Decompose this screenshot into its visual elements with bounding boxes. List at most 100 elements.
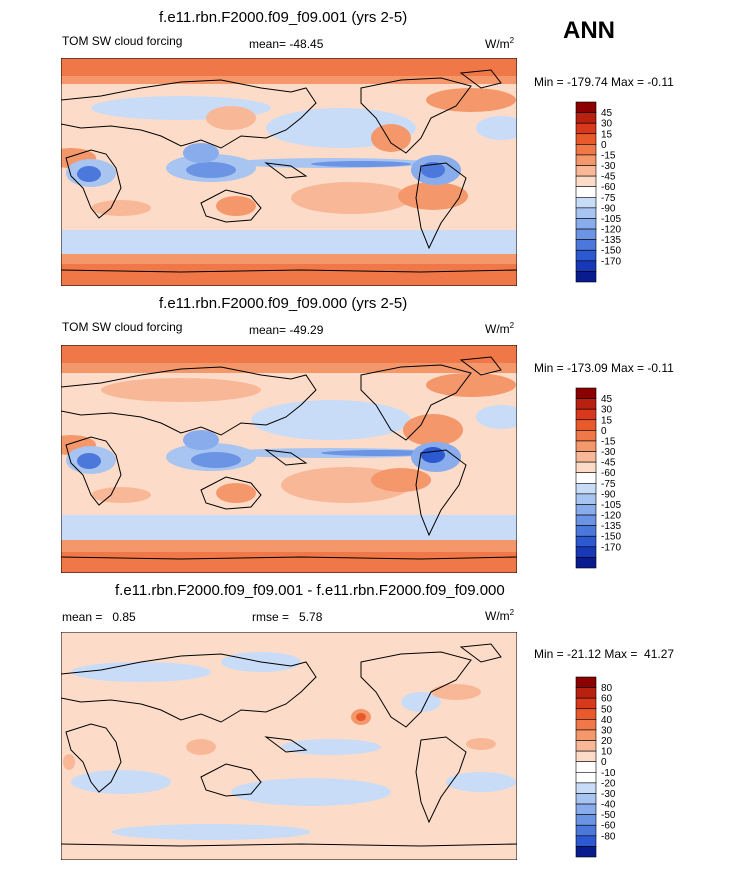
colorbar-swatch bbox=[575, 750, 597, 763]
colorbar-swatch bbox=[575, 676, 597, 688]
panel-2-colorbar-labels: 4530150-15-30-45-60-75-90-105-120-135-15… bbox=[601, 394, 621, 553]
colorbar-tick-label: 0 bbox=[601, 140, 607, 151]
colorbar-swatch bbox=[575, 430, 597, 442]
colorbar-swatch bbox=[575, 803, 597, 815]
colorbar-tick-label: -60 bbox=[601, 468, 616, 479]
colorbar-swatch bbox=[575, 514, 597, 526]
colorbar-tick-label: -170 bbox=[601, 542, 621, 553]
colorbar-tick-label: -45 bbox=[601, 172, 616, 183]
panel-1-colorbar-swatches bbox=[575, 101, 597, 283]
colorbar-swatch bbox=[575, 535, 597, 548]
colorbar-tick-label: -10 bbox=[601, 768, 616, 779]
panel-1-units-label: W/m2 bbox=[485, 36, 515, 51]
colorbar-tick-label: -15 bbox=[601, 150, 616, 161]
colorbar-tick-label: 60 bbox=[601, 694, 613, 705]
panel-3-rmse-label: rmse = 5.78 bbox=[252, 610, 323, 624]
colorbar-swatch bbox=[575, 740, 597, 752]
panel-3-mean-label: mean = 0.85 bbox=[62, 610, 136, 624]
panel-2-variable-label: TOM SW cloud forcing bbox=[62, 320, 183, 334]
colorbar-tick-label: -150 bbox=[601, 532, 621, 543]
panel-3-colorbar-swatches bbox=[575, 676, 597, 858]
colorbar-swatch bbox=[575, 144, 597, 156]
colorbar-tick-label: -40 bbox=[601, 800, 616, 811]
colorbar-swatch bbox=[575, 387, 597, 399]
panel-1-colorbar: 4530150-15-30-45-60-75-90-105-120-135-15… bbox=[575, 101, 621, 283]
panel-2-map bbox=[61, 345, 517, 573]
colorbar-tick-label: -135 bbox=[601, 521, 621, 532]
colorbar-swatch bbox=[575, 207, 597, 219]
colorbar-swatch bbox=[575, 708, 597, 720]
colorbar-tick-label: -60 bbox=[601, 182, 616, 193]
colorbar-swatch bbox=[575, 196, 597, 209]
colorbar-swatch bbox=[575, 249, 597, 262]
panel-1-minmax-label: Min = -179.74 Max = -0.11 bbox=[534, 75, 674, 89]
colorbar-swatch bbox=[575, 493, 597, 505]
panel-1-mean-label: mean= -48.45 bbox=[249, 37, 324, 51]
panel-1-map bbox=[61, 58, 517, 286]
colorbar-swatch bbox=[575, 697, 597, 710]
colorbar-tick-label: -60 bbox=[601, 821, 616, 832]
colorbar-swatch bbox=[575, 451, 597, 463]
colorbar-swatch bbox=[575, 472, 597, 484]
colorbar-tick-label: -105 bbox=[601, 500, 621, 511]
colorbar-tick-label: -45 bbox=[601, 458, 616, 469]
colorbar-tick-label: 30 bbox=[601, 725, 613, 736]
colorbar-swatch bbox=[575, 112, 597, 124]
colorbar-tick-label: 30 bbox=[601, 405, 613, 416]
colorbar-swatch bbox=[575, 782, 597, 794]
colorbar-tick-label: 45 bbox=[601, 394, 613, 405]
colorbar-swatch bbox=[575, 793, 597, 805]
colorbar-tick-label: -170 bbox=[601, 256, 621, 267]
panel-3-title: f.e11.rbn.F2000.f09_f09.001 - f.e11.rbn.… bbox=[115, 582, 505, 599]
colorbar-swatch bbox=[575, 846, 597, 858]
colorbar-tick-label: 15 bbox=[601, 129, 613, 140]
colorbar-swatch bbox=[575, 729, 597, 741]
colorbar-swatch bbox=[575, 835, 597, 847]
panel-2-units-label: W/m2 bbox=[485, 321, 515, 336]
colorbar-swatch bbox=[575, 824, 597, 837]
colorbar-swatch bbox=[575, 271, 597, 283]
colorbar-tick-label: 50 bbox=[601, 704, 613, 715]
colorbar-swatch bbox=[575, 408, 597, 421]
colorbar-tick-label: -50 bbox=[601, 810, 616, 821]
colorbar-tick-label: -120 bbox=[601, 225, 621, 236]
panel-3-units-label: W/m2 bbox=[485, 608, 515, 623]
colorbar-tick-label: 80 bbox=[601, 683, 613, 694]
colorbar-tick-label: -30 bbox=[601, 447, 616, 458]
panel-1-colorbar-labels: 4530150-15-30-45-60-75-90-105-120-135-15… bbox=[601, 108, 621, 267]
colorbar-swatch bbox=[575, 461, 597, 474]
panel-3-minmax-label: Min = -21.12 Max = 41.27 bbox=[534, 647, 675, 661]
colorbar-swatch bbox=[575, 122, 597, 135]
colorbar-tick-label: 20 bbox=[601, 736, 613, 747]
colorbar-swatch bbox=[575, 719, 597, 731]
colorbar-swatch bbox=[575, 687, 597, 699]
colorbar-tick-label: -150 bbox=[601, 246, 621, 257]
colorbar-tick-label: -80 bbox=[601, 831, 616, 842]
colorbar-swatch bbox=[575, 771, 597, 784]
panel-2-colorbar: 4530150-15-30-45-60-75-90-105-120-135-15… bbox=[575, 387, 621, 569]
colorbar-tick-label: -75 bbox=[601, 193, 616, 204]
panel-1-variable-label: TOM SW cloud forcing bbox=[62, 34, 183, 48]
colorbar-swatch bbox=[575, 504, 597, 516]
colorbar-swatch bbox=[575, 175, 597, 188]
colorbar-swatch bbox=[575, 133, 597, 145]
colorbar-tick-label: 15 bbox=[601, 415, 613, 426]
colorbar-swatch bbox=[575, 218, 597, 230]
panel-2-mean-label: mean= -49.29 bbox=[249, 323, 324, 337]
colorbar-tick-label: 0 bbox=[601, 757, 607, 768]
colorbar-tick-label: -135 bbox=[601, 235, 621, 246]
colorbar-tick-label: -15 bbox=[601, 436, 616, 447]
colorbar-swatch bbox=[575, 260, 597, 272]
panel-3-map bbox=[61, 632, 517, 860]
colorbar-swatch bbox=[575, 228, 597, 240]
colorbar-tick-label: 10 bbox=[601, 747, 613, 758]
colorbar-swatch bbox=[575, 814, 597, 826]
colorbar-tick-label: -75 bbox=[601, 479, 616, 490]
colorbar-tick-label: 40 bbox=[601, 715, 613, 726]
season-label: ANN bbox=[563, 17, 615, 44]
colorbar-swatch bbox=[575, 761, 597, 773]
colorbar-swatch bbox=[575, 154, 597, 166]
colorbar-tick-label: -105 bbox=[601, 214, 621, 225]
panel-1-title: f.e11.rbn.F2000.f09_f09.001 (yrs 2-5) bbox=[159, 9, 408, 26]
